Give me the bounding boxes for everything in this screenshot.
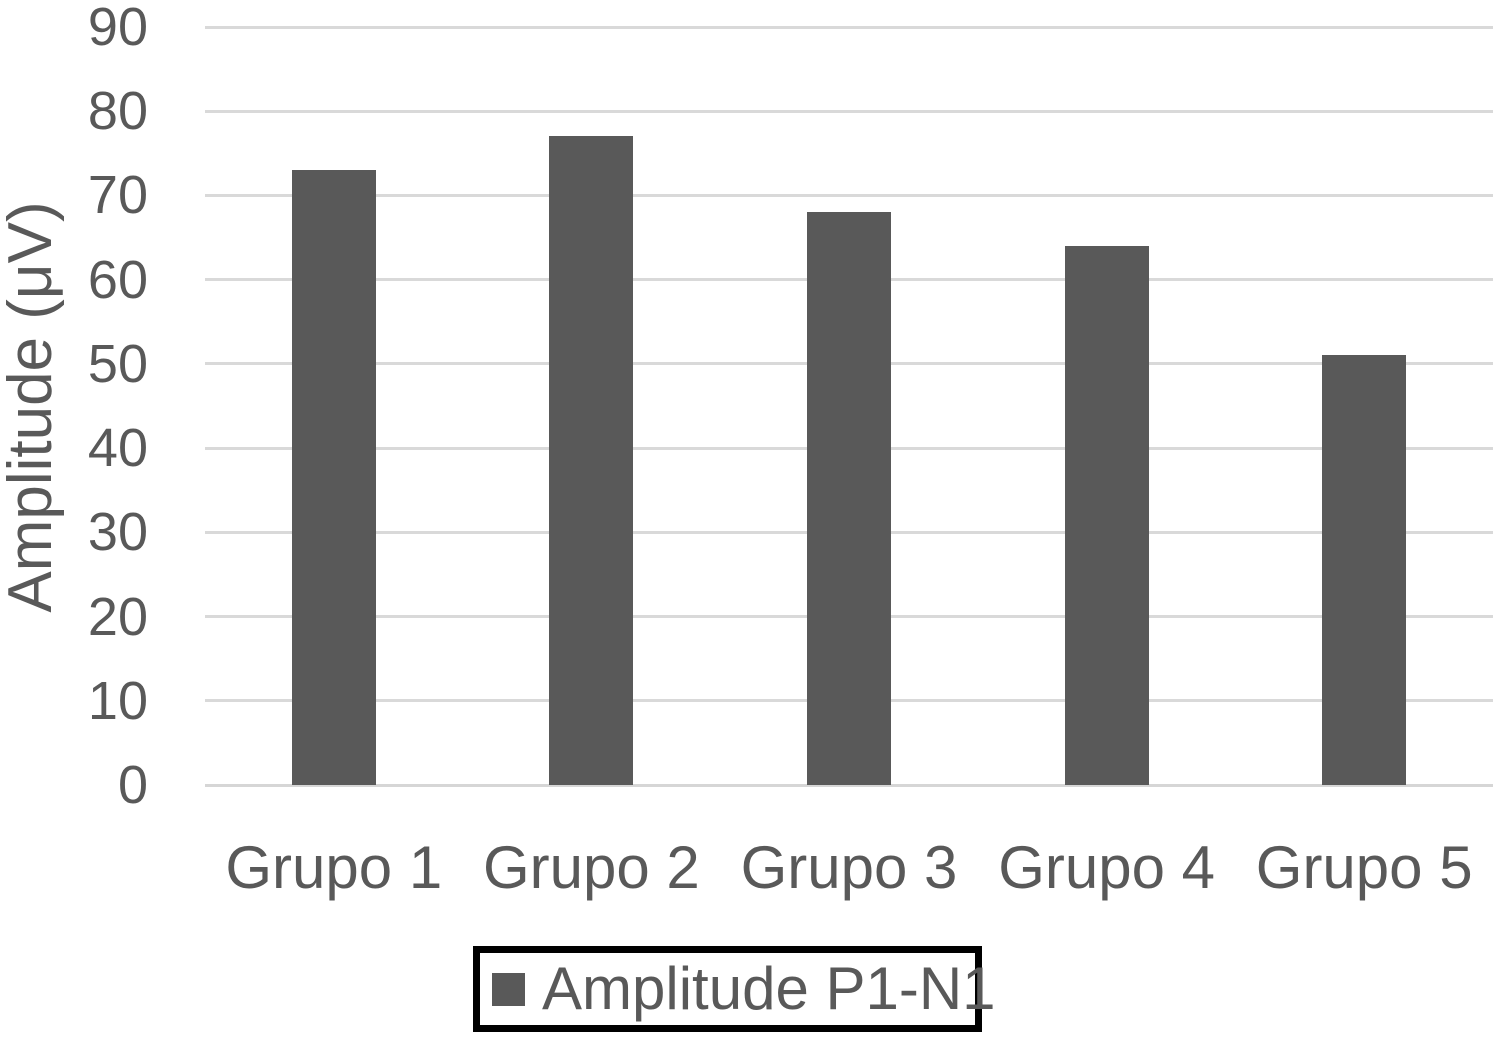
gridline: [205, 193, 1493, 197]
legend-label: Amplitude P1-N1: [542, 955, 996, 1022]
y-tick-label: 60: [87, 249, 148, 310]
y-tick-label: 80: [87, 81, 148, 142]
plot-area: [205, 25, 1493, 787]
y-tick-label: 30: [87, 502, 148, 563]
y-tick-label: 50: [87, 333, 148, 394]
bar: [549, 136, 634, 785]
bar: [1322, 355, 1407, 785]
y-tick-label: 20: [87, 586, 148, 647]
gridline: [205, 25, 1493, 29]
gridline: [205, 109, 1493, 113]
y-tick-label: 90: [87, 0, 148, 57]
y-tick-label: 40: [87, 418, 148, 479]
x-category-label: Grupo 3: [740, 834, 958, 901]
x-category-label: Grupo 2: [482, 834, 700, 901]
y-tick-label: 10: [87, 670, 148, 731]
x-axis-line: [205, 783, 1493, 787]
x-category-label: Grupo 1: [225, 834, 443, 901]
bar: [1064, 245, 1149, 785]
legend: Amplitude P1-N1: [473, 946, 996, 1032]
y-axis-title: Amplitude (μV): [0, 201, 65, 613]
y-tick-label: 70: [87, 165, 148, 226]
legend-swatch-icon: [492, 972, 525, 1006]
x-category-label: Grupo 4: [998, 834, 1215, 901]
bar: [807, 212, 891, 785]
bar: [291, 170, 376, 785]
y-tick-label: 0: [117, 755, 148, 815]
x-category-label: Grupo 5: [1255, 834, 1473, 901]
